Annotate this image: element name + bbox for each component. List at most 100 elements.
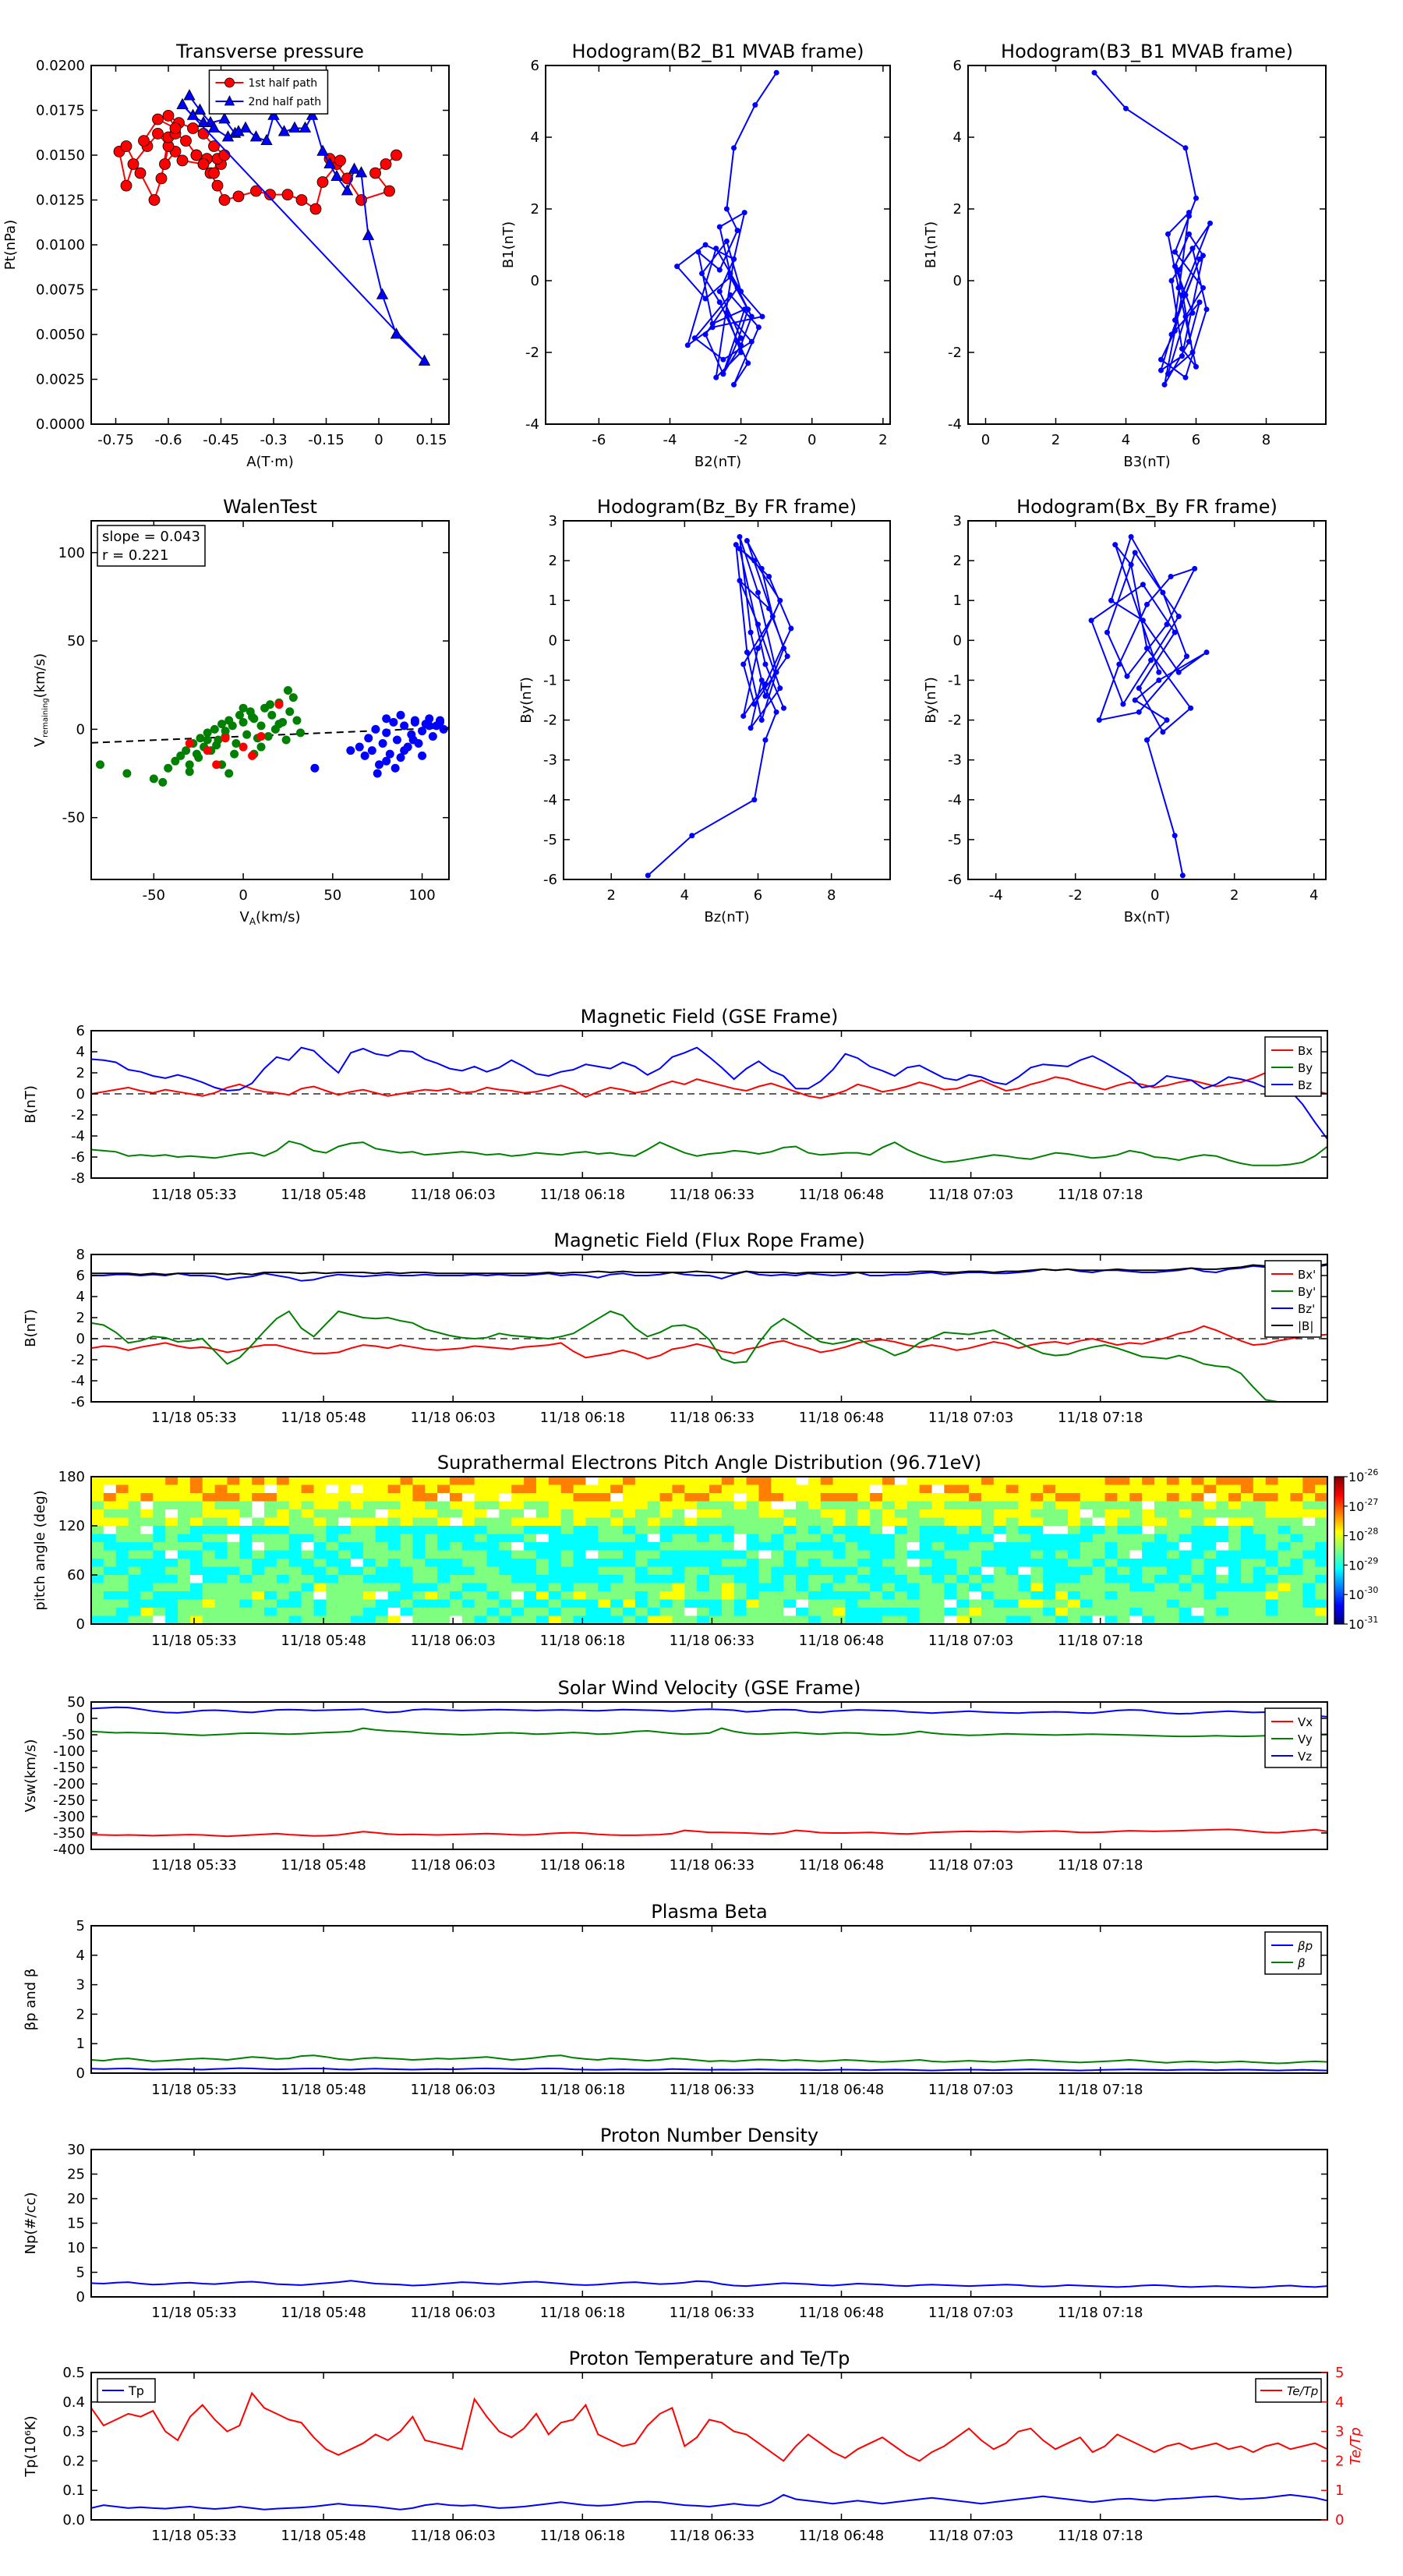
- heat-cell: [1104, 1575, 1118, 1584]
- heat-cell: [796, 1575, 809, 1584]
- heat-cell: [1302, 1493, 1316, 1502]
- heat-cell: [461, 1526, 475, 1535]
- heat-cell: [288, 1517, 302, 1527]
- heat-cell: [511, 1526, 525, 1535]
- heat-cell: [140, 1501, 154, 1510]
- heat-cell: [796, 1559, 809, 1568]
- heat-cell: [375, 1534, 389, 1543]
- y-tick-label: 0.3: [62, 2424, 85, 2440]
- x-tick-label: 11/18 07:18: [1058, 1857, 1143, 1874]
- heat-cell: [301, 1542, 315, 1552]
- data-point: [186, 108, 200, 120]
- series-line: [91, 1325, 1327, 1360]
- y-tick-label: 3: [76, 1977, 85, 1994]
- heat-cell: [598, 1526, 611, 1535]
- heat-cell: [362, 1509, 376, 1519]
- data-point: [769, 614, 776, 620]
- heat-cell: [1129, 1477, 1143, 1486]
- heat-cell: [326, 1591, 339, 1601]
- heat-cell: [1043, 1615, 1056, 1625]
- data-point: [758, 677, 765, 683]
- heat-cell: [709, 1583, 723, 1592]
- heat-cell: [882, 1608, 896, 1617]
- heat-cell: [486, 1550, 500, 1559]
- heat-cell: [202, 1615, 216, 1625]
- heat-cell: [783, 1526, 797, 1535]
- heat-cell: [919, 1599, 933, 1608]
- heat-cell: [1228, 1575, 1242, 1584]
- heat-cell: [1228, 1501, 1242, 1510]
- heat-cell: [598, 1517, 611, 1527]
- heat-cell: [178, 1599, 191, 1608]
- heat-cell: [153, 1583, 166, 1592]
- data-point: [1186, 338, 1192, 345]
- legend-label: Vz: [1298, 1750, 1312, 1764]
- heat-cell: [437, 1583, 451, 1592]
- heat-cell: [425, 1599, 438, 1608]
- data-point: [248, 713, 257, 722]
- heat-cell: [1191, 1550, 1204, 1559]
- x-tick-label: -0.15: [308, 432, 345, 448]
- heat-cell: [894, 1493, 908, 1502]
- heat-cell: [486, 1608, 500, 1617]
- heat-cell: [857, 1599, 871, 1608]
- heat-cell: [214, 1566, 228, 1576]
- heat-cell: [1179, 1526, 1193, 1535]
- heat-cell: [783, 1477, 797, 1486]
- heat-cell: [845, 1550, 858, 1559]
- heat-cell: [165, 1583, 178, 1592]
- heat-cell: [771, 1608, 784, 1617]
- heat-cell: [1080, 1566, 1094, 1576]
- heat-cell: [647, 1599, 661, 1608]
- x-tick-label: 11/18 06:03: [410, 1633, 495, 1649]
- heat-cell: [91, 1615, 104, 1625]
- heat-cell: [1018, 1566, 1031, 1576]
- heat-cell: [165, 1526, 178, 1535]
- heat-cell: [647, 1559, 661, 1568]
- heat-cell: [882, 1477, 896, 1486]
- heat-cell: [684, 1509, 698, 1519]
- heat-cell: [189, 1477, 203, 1486]
- data-point: [1161, 381, 1168, 387]
- y-tick-label: 0.2: [62, 2453, 85, 2469]
- heat-cell: [944, 1591, 957, 1601]
- heat-cell: [969, 1575, 982, 1584]
- heat-cell: [449, 1477, 463, 1486]
- heat-cell: [1142, 1517, 1155, 1527]
- heat-cell: [1228, 1599, 1242, 1608]
- heat-cell: [944, 1599, 957, 1608]
- heat-cell: [1253, 1501, 1267, 1510]
- heat-cell: [313, 1477, 327, 1486]
- data-point: [310, 763, 320, 773]
- heat-cell: [697, 1484, 710, 1494]
- heat-cell: [1253, 1509, 1267, 1519]
- heat-cell: [659, 1608, 673, 1617]
- heat-cell: [981, 1566, 995, 1576]
- data-point: [1193, 363, 1199, 370]
- heat-cell: [276, 1509, 290, 1519]
- heat-cell: [845, 1526, 858, 1535]
- heat-cell: [1290, 1615, 1303, 1625]
- heat-cell: [697, 1509, 710, 1519]
- y-axis-label: Pt(nPa): [2, 220, 19, 270]
- heat-cell: [1104, 1509, 1118, 1519]
- legend-label: By': [1298, 1285, 1316, 1299]
- heat-cell: [548, 1493, 562, 1502]
- data-point: [1132, 550, 1138, 556]
- heat-cell: [178, 1477, 191, 1486]
- heat-cell: [1240, 1526, 1254, 1535]
- heat-cell: [412, 1599, 426, 1608]
- heat-cell: [412, 1509, 426, 1519]
- heat-cell: [1315, 1599, 1328, 1608]
- heat-cell: [944, 1526, 957, 1535]
- y-tick-label: -50: [62, 1727, 85, 1743]
- heat-cell: [981, 1534, 995, 1543]
- x-tick-label: 50: [323, 887, 341, 904]
- heat-cell: [1290, 1484, 1303, 1494]
- heat-cell: [1166, 1477, 1180, 1486]
- y-tick-label: 20: [67, 2191, 85, 2207]
- heat-cell: [326, 1509, 339, 1519]
- data-point: [1182, 374, 1189, 380]
- heat-cell: [1129, 1534, 1143, 1543]
- heat-cell: [1191, 1583, 1204, 1592]
